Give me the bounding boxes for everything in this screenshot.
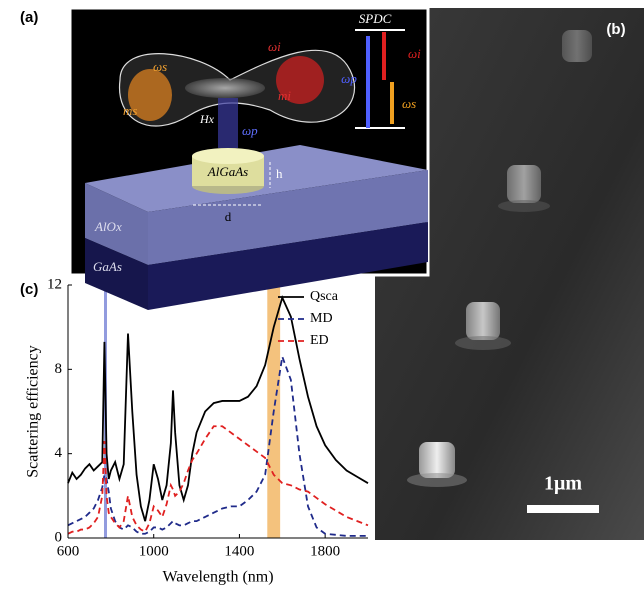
pillar-top <box>192 148 264 164</box>
y-tick-label: 8 <box>55 361 63 377</box>
plot-area <box>68 285 368 538</box>
annotation: SPDC <box>359 11 392 26</box>
annotation: ωs <box>153 59 167 74</box>
series-line <box>67 295 369 522</box>
gaas-front <box>85 238 148 310</box>
pump-beam <box>218 98 238 148</box>
x-tick-label: 1400 <box>224 543 254 559</box>
legend-label: MD <box>310 311 333 326</box>
annotation: d <box>225 209 232 224</box>
annotation: mi <box>278 88 291 103</box>
annotation: AlOx <box>94 219 122 234</box>
annotation: h <box>276 166 283 181</box>
lobe-s <box>128 69 172 121</box>
alox-side <box>148 170 428 265</box>
lobe-i <box>276 56 324 104</box>
annotation: ωi <box>408 46 421 61</box>
panel-label: (c) <box>20 281 38 298</box>
annotation: ωs <box>402 96 416 111</box>
x-tick-label: 1800 <box>310 543 340 559</box>
scale-label: 1μm <box>544 473 582 495</box>
alox-front <box>85 183 148 265</box>
legend-label: Qsca <box>310 289 339 304</box>
x-tick-label: 600 <box>57 543 80 559</box>
annotation: AlGaAs <box>207 164 248 179</box>
annotation: ms <box>123 103 137 118</box>
x-axis-label: Wavelength (nm) <box>162 569 273 586</box>
annotation: ωi <box>268 39 281 54</box>
y-tick-label: 4 <box>55 445 63 461</box>
y-tick-label: 0 <box>55 529 63 545</box>
panel-label: (a) <box>20 9 38 26</box>
annotation: ωp <box>341 71 357 86</box>
panel-label: (b) <box>606 21 625 38</box>
gaas-side <box>148 222 428 310</box>
annotation: Hx <box>199 112 215 126</box>
glow <box>185 78 265 98</box>
series-line <box>67 425 369 535</box>
panel-a: (a) ωs ωi ms mi Hx ωp AlGaAs h d AlOx Ga… <box>20 6 430 310</box>
annotation: ωp <box>242 123 258 138</box>
y-axis-label: Scattering efficiency <box>25 345 42 478</box>
panel-c: 0 4 8 12 600 1000 1400 1800 Qsca MD ED Wavelength (… <box>20 276 369 586</box>
annotation: GaAs <box>93 259 122 274</box>
legend-label: ED <box>310 333 329 348</box>
y-tick-label: 12 <box>47 276 62 292</box>
scale-bar <box>527 505 599 513</box>
x-tick-label: 1000 <box>139 543 169 559</box>
